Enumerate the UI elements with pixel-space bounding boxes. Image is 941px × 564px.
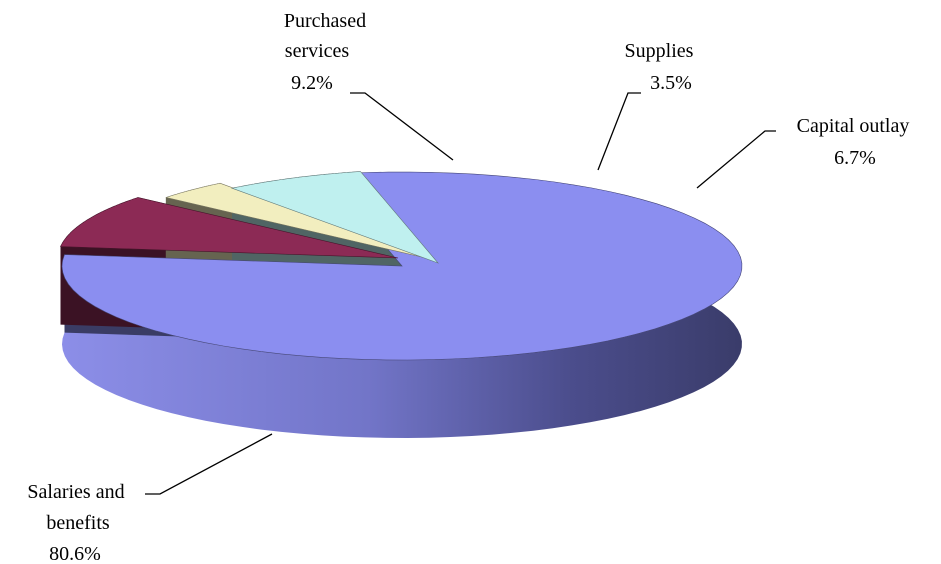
slice-label-salaries-line2: benefits bbox=[46, 512, 110, 534]
slice-top-capital-outlay bbox=[230, 171, 439, 264]
label-capital-outlay: Capital outlay 6.7% bbox=[696, 115, 910, 189]
slice-label-salaries-line1: Salaries and bbox=[27, 481, 124, 503]
label-purchased-services: Purchased services 9.2% bbox=[284, 10, 454, 161]
slice-value-purchased-services: 9.2% bbox=[291, 72, 333, 94]
slice-label-purchased-services-line2: services bbox=[285, 40, 350, 62]
slice-value-supplies: 3.5% bbox=[650, 72, 692, 94]
slice-label-supplies: Supplies bbox=[625, 40, 694, 62]
leader-line-salaries bbox=[145, 433, 273, 495]
slice-top-supplies bbox=[165, 182, 427, 259]
leader-line-purchased-services bbox=[350, 92, 454, 161]
slice-label-capital-outlay: Capital outlay bbox=[797, 115, 910, 137]
slice-label-purchased-services-line1: Purchased bbox=[284, 10, 366, 32]
slice-value-salaries: 80.6% bbox=[49, 543, 101, 564]
label-supplies: Supplies 3.5% bbox=[597, 40, 694, 171]
slice-top-purchased-services bbox=[60, 197, 399, 259]
pie-tops bbox=[60, 171, 743, 361]
leader-line-supplies bbox=[597, 92, 641, 171]
label-salaries-and-benefits: Salaries and benefits 80.6% bbox=[27, 433, 273, 564]
slice-value-capital-outlay: 6.7% bbox=[834, 147, 876, 169]
slice-top-salaries-and-benefits bbox=[61, 171, 743, 361]
leader-line-capital-outlay bbox=[696, 130, 776, 189]
